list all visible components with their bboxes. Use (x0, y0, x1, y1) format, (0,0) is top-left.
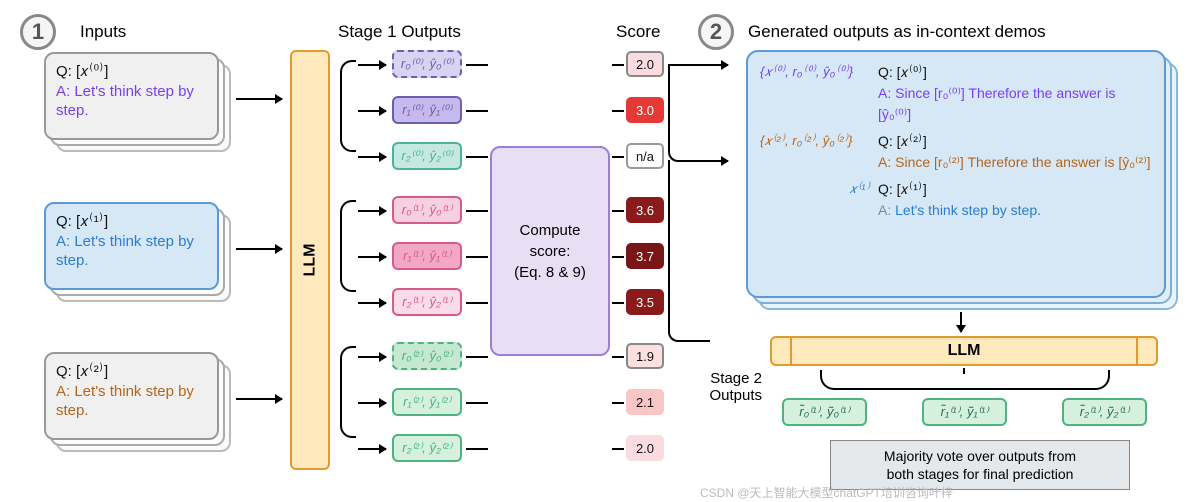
connector (466, 210, 488, 212)
llm-label: LLM (301, 244, 319, 277)
stage2-label: Stage 2 Outputs (692, 370, 762, 404)
vote-box: Majority vote over outputs from both sta… (830, 440, 1130, 490)
arrow (236, 248, 282, 250)
score-box: 3.6 (626, 197, 664, 223)
demo-card: {𝑥⁽⁰⁾, r₀⁽⁰⁾, ŷ₀⁽⁰⁾} Q: [𝑥⁽⁰⁾]A: Since [… (746, 50, 1166, 298)
connector (612, 448, 624, 450)
connector (466, 110, 488, 112)
stage2-output: r̃₁⁽¹⁾, ỹ₁⁽¹⁾ (922, 398, 1007, 426)
llm-divider (790, 336, 792, 366)
connector (612, 356, 624, 358)
arrow (358, 256, 386, 258)
stage1-output: r₀⁽¹⁾, ŷ₀⁽¹⁾ (392, 196, 462, 224)
inputs-label: Inputs (80, 22, 126, 42)
arrow-down (960, 312, 962, 332)
llm-label: LLM (948, 342, 981, 360)
connector (668, 66, 720, 162)
llm-stage1: LLM (290, 50, 330, 470)
bracket (820, 370, 1110, 390)
compute-box: Compute score: (Eq. 8 & 9) (490, 146, 610, 356)
score-box: 3.5 (626, 289, 664, 315)
connector (466, 256, 488, 258)
stage1-output: r₂⁽²⁾, ŷ₂⁽²⁾ (392, 434, 462, 462)
step-1-badge: 1 (20, 14, 56, 50)
llm-divider (1136, 336, 1138, 366)
stage1-output: r₀⁽²⁾, ŷ₀⁽²⁾ (392, 342, 462, 370)
arrow (358, 64, 386, 66)
demos-title: Generated outputs as in-context demos (748, 22, 1046, 42)
connector (466, 356, 488, 358)
score-box: 2.1 (626, 389, 664, 415)
bracket (340, 346, 356, 438)
arrow (710, 160, 728, 162)
stage1-output: r₁⁽²⁾, ŷ₁⁽²⁾ (392, 388, 462, 416)
llm-stage2: LLM (770, 336, 1158, 366)
connector (466, 156, 488, 158)
stage2-output: r̃₀⁽¹⁾, ỹ₀⁽¹⁾ (782, 398, 867, 426)
connector (612, 302, 624, 304)
connector (612, 110, 624, 112)
bracket (340, 200, 356, 292)
arrow (358, 210, 386, 212)
arrow (358, 448, 386, 450)
connector (466, 302, 488, 304)
connector (612, 64, 624, 66)
connector (612, 402, 624, 404)
bracket (340, 60, 356, 152)
arrow (358, 402, 386, 404)
stage1-output: r₀⁽⁰⁾, ŷ₀⁽⁰⁾ (392, 50, 462, 78)
connector (612, 156, 624, 158)
connector (612, 210, 624, 212)
arrow (236, 398, 282, 400)
step-2-badge: 2 (698, 14, 734, 50)
score-box: 3.0 (626, 97, 664, 123)
score-label: Score (616, 22, 660, 42)
arrow (358, 302, 386, 304)
score-box: n/a (626, 143, 664, 169)
connector (466, 402, 488, 404)
stage1-output: r₂⁽¹⁾, ŷ₂⁽¹⁾ (392, 288, 462, 316)
stage1-output: r₂⁽⁰⁾, ŷ₂⁽⁰⁾ (392, 142, 462, 170)
arrow (358, 156, 386, 158)
score-box: 2.0 (626, 435, 664, 461)
stage2-output: r̃₂⁽¹⁾, ỹ₂⁽¹⁾ (1062, 398, 1147, 426)
connector (963, 368, 965, 374)
arrow (358, 356, 386, 358)
connector (466, 64, 488, 66)
connector (612, 256, 624, 258)
watermark: CSDN @天上智能大模型chatGPT培训咨询叶梓 (700, 484, 953, 501)
score-box: 2.0 (626, 51, 664, 77)
arrow (236, 98, 282, 100)
connector (466, 448, 488, 450)
arrow (358, 110, 386, 112)
stage1-label: Stage 1 Outputs (338, 22, 461, 42)
stage1-output: r₁⁽¹⁾, ŷ₁⁽¹⁾ (392, 242, 462, 270)
score-box: 1.9 (626, 343, 664, 369)
stage1-output: r₁⁽⁰⁾, ŷ₁⁽⁰⁾ (392, 96, 462, 124)
score-box: 3.7 (626, 243, 664, 269)
connector (668, 160, 710, 342)
